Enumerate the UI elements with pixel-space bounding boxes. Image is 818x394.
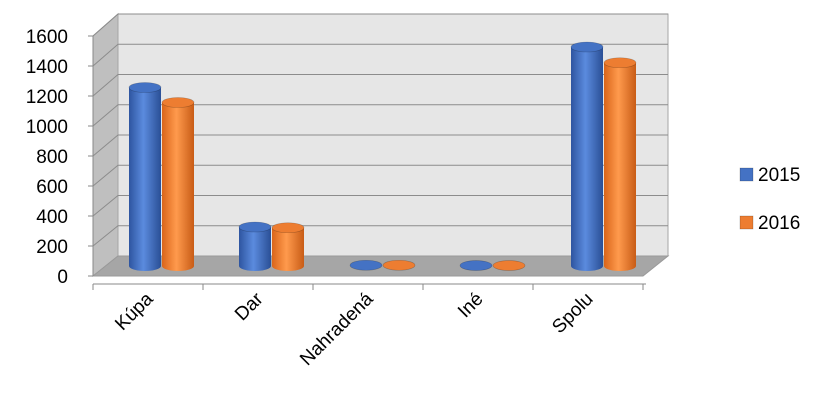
bar-top bbox=[382, 259, 416, 271]
y-tick-label: 1200 bbox=[26, 87, 68, 108]
bar-top bbox=[349, 259, 383, 271]
bar-2015-4 bbox=[570, 41, 604, 271]
y-tick-label: 800 bbox=[36, 147, 68, 168]
bar-body bbox=[129, 87, 161, 271]
legend-swatch bbox=[739, 167, 754, 182]
bar-top bbox=[238, 221, 272, 233]
bar-top bbox=[128, 82, 162, 93]
x-tick-label: Kúpa bbox=[111, 288, 158, 335]
y-tick-label: 200 bbox=[36, 237, 68, 258]
gridline bbox=[92, 164, 668, 187]
bar-top bbox=[492, 260, 526, 271]
gridline bbox=[92, 74, 668, 97]
gridline bbox=[92, 104, 668, 127]
gridline bbox=[92, 225, 668, 247]
y-tick-label: 400 bbox=[36, 207, 68, 228]
legend-item-2016[interactable]: 2016 bbox=[739, 213, 800, 234]
x-tick-label: Nahradená bbox=[296, 288, 378, 370]
y-tick-label: 1000 bbox=[26, 117, 68, 138]
gridline bbox=[92, 13, 668, 37]
legend-label: 2015 bbox=[758, 165, 800, 186]
legend-label: 2016 bbox=[758, 213, 800, 234]
y-tick-label: 600 bbox=[36, 177, 68, 198]
bar-top bbox=[603, 57, 637, 69]
bar-body bbox=[272, 227, 304, 271]
bar-2015-0 bbox=[128, 82, 162, 271]
bar-top bbox=[570, 41, 604, 53]
bar-top bbox=[161, 97, 195, 108]
y-tick-label: 1400 bbox=[26, 57, 68, 78]
legend[interactable]: 2015 2016 bbox=[739, 165, 800, 234]
bar-body bbox=[571, 47, 603, 271]
bars bbox=[128, 41, 637, 271]
bar-body bbox=[239, 227, 271, 271]
bar-body bbox=[162, 102, 194, 271]
bar-2015-3 bbox=[459, 260, 493, 271]
bar-top bbox=[459, 260, 493, 271]
gridline bbox=[92, 43, 668, 67]
bar-body bbox=[604, 62, 636, 271]
bar-top bbox=[271, 222, 305, 234]
gridlines bbox=[92, 13, 668, 247]
bar-2016-2 bbox=[382, 259, 416, 271]
gridline bbox=[92, 195, 668, 217]
legend-swatch bbox=[739, 215, 754, 230]
x-tick-label: Spolu bbox=[548, 289, 597, 338]
x-tick-label: Iné bbox=[454, 289, 488, 323]
bar-2015-2 bbox=[349, 259, 383, 271]
bar-2015-1 bbox=[238, 221, 272, 271]
bar-2016-1 bbox=[271, 222, 305, 271]
bar-2016-4 bbox=[603, 57, 637, 271]
bar-2016-0 bbox=[161, 97, 195, 271]
gridline bbox=[92, 134, 668, 157]
legend-item-2015[interactable]: 2015 bbox=[739, 165, 800, 186]
y-tick-label: 1600 bbox=[26, 27, 68, 48]
x-tick-label: Dar bbox=[231, 288, 268, 325]
bar-2016-3 bbox=[492, 260, 526, 271]
y-tick-label: 0 bbox=[57, 267, 68, 288]
